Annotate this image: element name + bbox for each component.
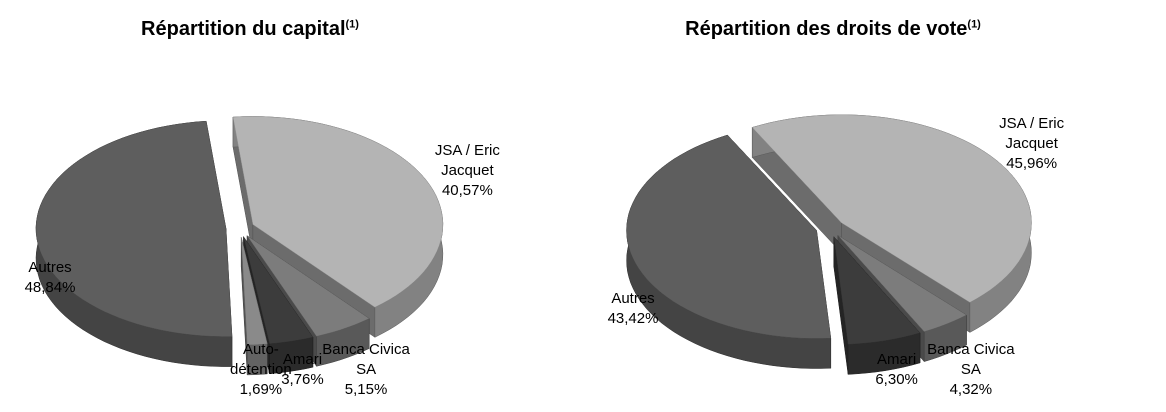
value-label: 1,69% <box>239 381 283 398</box>
slice <box>837 235 968 332</box>
title-text: Répartition des droits de vote <box>685 18 968 40</box>
slice <box>751 114 1032 303</box>
chart-title: Répartition des droits de vote(1) <box>583 18 1083 41</box>
slice-label: Amari 6,30% <box>867 350 927 390</box>
category-label: Auto-détention <box>230 341 292 378</box>
category-label: JSA / Eric Jacquet <box>434 142 500 180</box>
chart-title: Répartition du capital(1) <box>0 18 500 41</box>
slice <box>240 236 268 346</box>
slice <box>246 235 370 337</box>
value-label: 3,76% <box>281 371 324 388</box>
value-label: 45,96% <box>1006 154 1058 172</box>
category-label: Banca Civica SA <box>322 341 410 378</box>
title-text: Répartition du capital <box>141 18 346 40</box>
category-label: Banca Civica SA <box>927 341 1015 378</box>
slice-label: Auto-détention 1,69% <box>226 340 296 400</box>
value-label: 5,15% <box>344 381 388 398</box>
slice <box>243 236 314 344</box>
category-label: Autres <box>28 258 72 276</box>
slice-label: Autres 48,84% <box>15 258 85 298</box>
value-label: 40,57% <box>441 182 493 200</box>
value-label: 6,30% <box>875 371 918 388</box>
slice <box>232 116 444 308</box>
slice-label: JSA / Eric Jacquet 40,57% <box>422 141 512 201</box>
slice-label: Banca Civica SA 5,15% <box>316 340 416 400</box>
category-label: Amari <box>282 351 323 368</box>
value-label: 48,84% <box>24 278 76 296</box>
slice <box>833 235 921 345</box>
slice <box>35 120 233 337</box>
title-note: (1) <box>345 18 359 31</box>
value-label: 4,32% <box>949 381 993 398</box>
slice <box>626 134 832 339</box>
slice-label: Banca Civica SA 4,32% <box>921 340 1021 400</box>
category-label: Autres <box>611 289 655 307</box>
slice-label: Autres 43,42% <box>598 289 668 329</box>
slice-label: JSA / Eric Jacquet 45,96% <box>987 114 1077 174</box>
value-label: 43,42% <box>607 309 659 327</box>
category-label: JSA / Eric Jacquet <box>999 114 1065 152</box>
slice-label: Amari 3,76% <box>272 350 332 390</box>
category-label: Amari <box>877 351 917 368</box>
title-note: (1) <box>967 18 981 31</box>
